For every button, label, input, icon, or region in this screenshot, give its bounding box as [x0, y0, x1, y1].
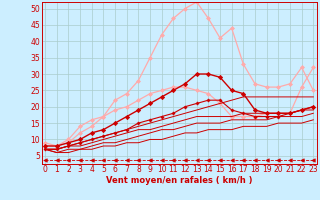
X-axis label: Vent moyen/en rafales ( km/h ): Vent moyen/en rafales ( km/h ): [106, 176, 252, 185]
